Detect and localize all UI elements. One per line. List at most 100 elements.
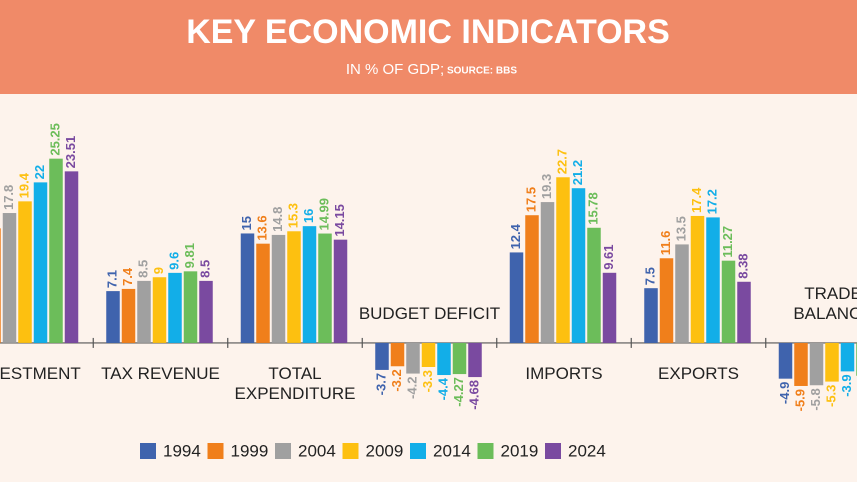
value-label: 7.1: [104, 270, 119, 288]
bar: [240, 233, 255, 343]
legend-swatch: [342, 443, 359, 459]
value-label: -3.7: [373, 373, 388, 395]
value-label: 23.51: [63, 136, 78, 169]
bar: [602, 272, 617, 343]
legend-label: 2024: [568, 441, 606, 460]
bar: [256, 243, 270, 343]
value-label: -3.2: [389, 369, 404, 391]
chart-source: SOURCE: BBS: [447, 66, 517, 77]
value-label: -4.4: [435, 377, 450, 400]
value-label: 8.5: [135, 260, 150, 278]
bar: [168, 272, 182, 343]
bar: [809, 342, 824, 386]
value-label: 14.99: [316, 198, 331, 231]
value-label: -5.3: [823, 385, 838, 407]
value-label: -3.9: [839, 374, 854, 396]
bar: [706, 217, 720, 343]
legend-swatch: [545, 443, 561, 459]
value-label: -4.9: [777, 382, 792, 404]
bar: [287, 231, 301, 343]
legend-swatch: [207, 443, 224, 459]
bar: [587, 227, 601, 343]
bar: [452, 342, 467, 375]
category-label: EXPORTS: [658, 364, 739, 383]
value-label: -5.8: [808, 388, 823, 410]
bar: [737, 281, 751, 343]
value-label: 17.4: [689, 187, 704, 213]
value-label: 9.6: [166, 252, 181, 270]
bar: [333, 239, 348, 343]
value-label: -5.9: [792, 389, 807, 411]
value-label: 17.8: [1, 185, 16, 210]
value-label: 22.7: [554, 149, 569, 174]
value-label: 11.6: [658, 231, 673, 256]
bar: [152, 277, 167, 343]
bar: [390, 342, 405, 367]
legend-label: 2019: [501, 441, 539, 460]
legend-label: 2009: [366, 441, 404, 460]
category-label: IMPORTS: [525, 364, 602, 383]
chart-title: KEY ECONOMIC INDICATORS: [186, 13, 670, 51]
legend-label: 1999: [231, 441, 269, 460]
value-label: 9.81: [182, 243, 197, 268]
value-label: 7.4: [120, 267, 135, 286]
value-label: -4.2: [404, 377, 419, 399]
bar: [825, 342, 839, 382]
legend-swatch: [477, 443, 494, 459]
bar: [302, 226, 317, 343]
legend-label: 2004: [298, 441, 336, 460]
category-label: TAX REVENUE: [101, 364, 220, 383]
chart-subtitle: IN % OF GDP;: [346, 61, 444, 78]
bar: [571, 188, 586, 343]
value-label: 15: [239, 216, 254, 230]
bar: [509, 252, 524, 343]
value-label: 9: [151, 267, 166, 274]
bar: [437, 342, 451, 376]
category-label: TOTAL EXPENDITURE: [235, 364, 356, 403]
value-label: 19.3: [539, 174, 554, 199]
bar: [183, 271, 198, 343]
value-label: 14.8: [270, 207, 285, 232]
value-label: 17.5: [523, 187, 538, 212]
bar: [406, 342, 420, 374]
value-label: 13.6: [254, 215, 269, 240]
bar: [721, 260, 736, 343]
bar: [375, 342, 389, 370]
value-label: -3.3: [420, 370, 435, 392]
bar: [556, 177, 570, 343]
bar: [540, 202, 555, 343]
value-label: 25.25: [47, 123, 62, 156]
value-label: -4.5: [854, 379, 857, 401]
legend-swatch: [410, 443, 426, 459]
value-label: 7.5: [642, 267, 657, 285]
value-label: 9.61: [601, 244, 616, 269]
value-label: 11.27: [720, 226, 735, 258]
bar: [525, 215, 539, 343]
value-label: 8.38: [735, 253, 750, 278]
value-label: 19.4: [16, 172, 31, 198]
header: [0, 0, 857, 94]
category-label: INVESTMENT: [0, 364, 81, 383]
bar: [2, 213, 17, 343]
category-label: BUDGET DEFICIT: [359, 304, 500, 323]
legend-label: 1994: [163, 441, 201, 460]
value-label: -4.68: [466, 380, 481, 410]
category-label: TRADEBALANCE: [793, 284, 857, 323]
value-label: 17.2: [704, 189, 719, 214]
bar: [106, 291, 120, 343]
bar: [778, 342, 793, 379]
bar: [121, 288, 136, 343]
bar: [33, 182, 48, 343]
bar: [659, 258, 674, 343]
bar: [137, 280, 151, 343]
value-label: 13.5: [673, 216, 688, 241]
value-label: 15.3: [285, 203, 300, 228]
bar: [318, 233, 332, 343]
legend-label: 2014: [433, 441, 471, 460]
bar: [0, 228, 1, 343]
bar: [18, 201, 32, 343]
bar: [199, 280, 213, 343]
legend-swatch: [275, 443, 291, 459]
value-label: 14.15: [332, 204, 347, 237]
